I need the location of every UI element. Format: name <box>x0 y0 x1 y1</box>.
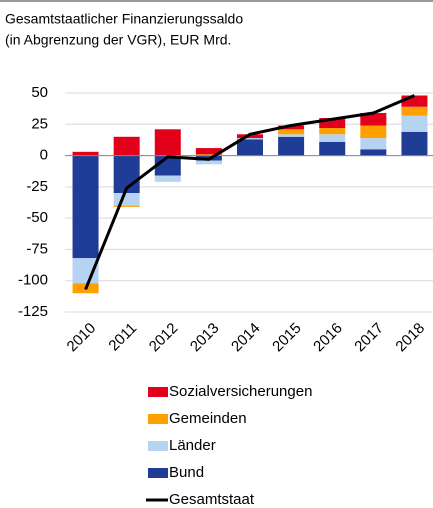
legend-label: Länder <box>169 437 216 454</box>
y-tick-label: 25 <box>31 115 48 132</box>
bar-segment <box>72 151 99 156</box>
y-tick-label: -100 <box>18 272 48 289</box>
x-tick-label: 2013 <box>187 320 223 356</box>
bar-segment <box>195 148 222 155</box>
legend-label: Gesamtstaat <box>169 491 255 508</box>
bar-segment <box>278 129 305 135</box>
legend-label: Sozialversicherungen <box>169 383 312 400</box>
y-tick-label: -75 <box>26 240 48 257</box>
bar-segment <box>195 160 222 165</box>
x-tick-label: 2017 <box>351 320 387 356</box>
x-tick-label: 2015 <box>269 320 305 356</box>
bar-segment <box>237 139 263 156</box>
bar-segment <box>319 141 346 156</box>
x-tick-label: 2012 <box>146 320 182 356</box>
bar-segment <box>360 149 387 156</box>
y-tick-label: -50 <box>26 209 48 226</box>
legend-swatch <box>148 414 168 424</box>
bar-segment <box>278 134 305 137</box>
bar-segment <box>195 154 222 156</box>
top-rule <box>0 0 433 2</box>
bar-segment <box>360 125 387 139</box>
legend-label: Gemeinden <box>169 410 247 427</box>
legend-swatch <box>148 468 168 478</box>
bar-segment <box>401 95 428 107</box>
x-tick-label: 2018 <box>392 320 428 356</box>
line-series <box>84 94 416 291</box>
x-tick-label: 2010 <box>64 320 100 356</box>
bar-segment <box>237 134 263 139</box>
x-tick-label: 2016 <box>310 320 346 356</box>
bar-segment <box>319 134 346 142</box>
y-tick-label: -125 <box>18 303 48 320</box>
bar-segment <box>401 106 428 116</box>
bar-segment <box>278 136 305 156</box>
bar-segment <box>72 155 99 259</box>
bar-segment <box>319 118 346 129</box>
bar-segment <box>154 175 181 182</box>
bar-segment <box>360 113 387 126</box>
bar-segment <box>113 136 140 156</box>
legend-label: Bund <box>169 464 204 481</box>
y-tick-label: -25 <box>26 178 48 195</box>
bar-segment <box>278 125 305 130</box>
chart-title: Gesamtstaatlicher Finanzierungssaldo <box>5 11 243 27</box>
bar-segment <box>401 131 428 156</box>
y-tick-label: 0 <box>40 147 48 164</box>
bar-segment <box>113 193 140 206</box>
y-tick-label: 50 <box>31 84 48 101</box>
legend-swatch <box>148 441 168 451</box>
x-tick-label: 2011 <box>105 320 140 355</box>
bar-segment <box>360 138 387 150</box>
bar-segment <box>319 128 346 135</box>
bar-segment <box>237 138 263 140</box>
bar-segment <box>401 115 428 132</box>
bar-segment <box>154 129 181 156</box>
chart-subtitle: (in Abgrenzung der VGR), EUR Mrd. <box>5 32 231 48</box>
legend-swatch <box>148 387 168 397</box>
bar-segment <box>113 205 140 207</box>
x-tick-label: 2014 <box>228 320 264 356</box>
